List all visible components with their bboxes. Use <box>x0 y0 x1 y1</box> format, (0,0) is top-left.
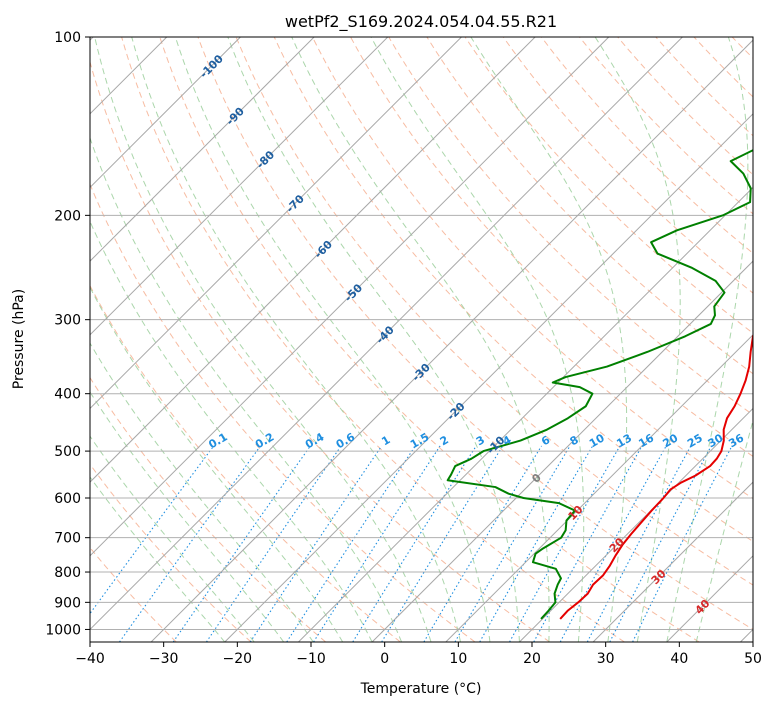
y-tick-label: 500 <box>54 444 81 460</box>
moist-adiabat-line <box>227 37 520 642</box>
mixing-ratio-line <box>632 445 733 642</box>
x-tick-label: 30 <box>597 651 615 667</box>
x-tick-label: 50 <box>744 651 762 667</box>
axis-ticks: −40 −30 −20 −10 0 10 20 30 40 50 100 200 300 400 500 60… <box>45 30 762 667</box>
dry-adiabat-line <box>197 37 753 631</box>
moist-adiabat-line <box>90 476 226 642</box>
moist-adiabat-line <box>90 286 344 642</box>
x-tick-label: 0 <box>380 651 389 667</box>
y-tick-label: 900 <box>54 595 81 611</box>
moist-adiabat-line <box>666 37 749 642</box>
dry-adiabat-line <box>90 60 551 642</box>
moist-adiabat-line <box>94 37 432 642</box>
x-tick-label: −20 <box>223 651 253 667</box>
moist-adiabat-line <box>131 37 461 642</box>
moist-adiabat-line <box>594 37 681 642</box>
isotherm-line <box>592 481 753 642</box>
moist-adiabat-line <box>90 342 314 642</box>
x-tick-label: 40 <box>670 651 688 667</box>
mixing-ratio-line <box>423 445 543 642</box>
pressure-gridlines <box>90 37 753 630</box>
moist-adiabat-line <box>90 435 255 642</box>
chart-title: wetPf2_S169.2024.054.04.55.R21 <box>285 12 557 32</box>
dewpoint-profile-line <box>446 149 753 620</box>
moist-adiabat-line <box>470 37 628 642</box>
mixing-ratio-line <box>313 445 441 642</box>
moist-adiabat-line <box>90 220 373 642</box>
isotherm-line <box>224 113 753 642</box>
mixing-ratio-line <box>609 445 712 642</box>
dry-adiabat-line <box>90 463 252 642</box>
moist-adiabat-line <box>90 391 285 642</box>
x-axis-label: Temperature (°C) <box>360 681 482 697</box>
moist-adiabat-line <box>174 37 491 642</box>
dry-adiabat-line <box>159 37 700 642</box>
dry-adiabat-line <box>502 37 753 294</box>
isotherm-line <box>90 37 315 262</box>
x-tick-label: −10 <box>296 651 326 667</box>
mixing-ratio-line <box>119 445 261 642</box>
mixing-ratio-line <box>286 445 416 642</box>
moist-adiabat-line <box>291 37 550 642</box>
mixing-ratio-line <box>172 445 311 642</box>
y-tick-label: 700 <box>54 531 81 547</box>
y-axis-label: Pressure (hPa) <box>11 289 27 389</box>
profile-series <box>446 149 753 620</box>
y-tick-label: 400 <box>54 387 81 403</box>
mixing-ratio-line <box>533 445 643 642</box>
x-tick-label: 20 <box>523 651 541 667</box>
isotherm-line <box>150 39 753 642</box>
mixing-ratio-line <box>509 445 621 642</box>
dry-adiabat-line <box>90 376 326 642</box>
mixing-ratio-lines <box>90 445 733 642</box>
isotherm-line <box>90 37 683 631</box>
isotherm-line <box>90 37 389 336</box>
plot-frame <box>89 36 754 643</box>
x-tick-label: 10 <box>449 651 467 667</box>
isotherm-line <box>298 186 753 642</box>
isotherm-line <box>445 334 753 642</box>
mixing-ratio-line <box>352 445 477 642</box>
y-tick-label: 1000 <box>45 622 81 638</box>
isotherm-line <box>90 37 462 410</box>
x-tick-label: −30 <box>149 651 179 667</box>
isotherms <box>90 37 753 642</box>
y-tick-label: 600 <box>54 491 81 507</box>
dry-adiabat-line <box>121 37 625 642</box>
isotherm-line <box>90 37 536 483</box>
moist-adiabat-line <box>695 418 753 642</box>
mixing-ratio-line <box>205 445 342 642</box>
y-tick-label: 800 <box>54 565 81 581</box>
dry-adiabat-line <box>311 37 753 500</box>
dry-adiabat-line <box>235 37 753 586</box>
mixing-ratio-line <box>249 445 383 642</box>
isotherm-line <box>371 260 753 642</box>
isotherm-line <box>519 407 753 642</box>
y-tick-label: 200 <box>54 208 81 224</box>
isotherm-line <box>90 37 610 557</box>
y-tick-label: 100 <box>54 30 81 46</box>
temperature-profile-line <box>559 333 753 620</box>
y-tick-label: 300 <box>54 313 81 329</box>
mixing-ratio-line <box>454 445 571 642</box>
mixing-ratio-line <box>381 445 504 642</box>
isotherm-line <box>90 37 241 189</box>
x-tick-label: −40 <box>75 651 105 667</box>
